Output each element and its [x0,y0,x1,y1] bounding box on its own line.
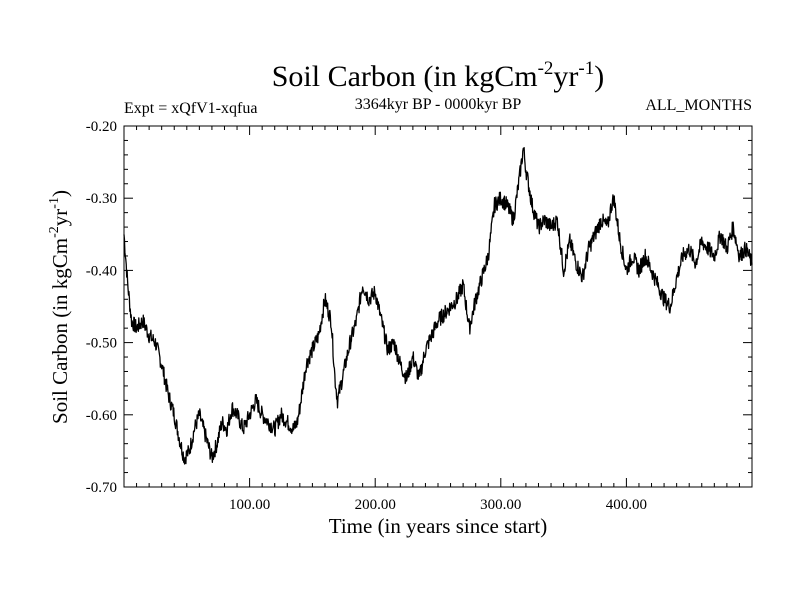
months-label: ALL_MONTHS [645,97,752,114]
x-tick-label: 400.00 [606,497,647,513]
x-tick-label: 300.00 [480,497,521,513]
x-tick-label: 100.00 [229,497,270,513]
y-tick-label: -0.30 [86,191,117,207]
experiment-label: Expt = xQfV1-xqfua [124,100,257,117]
y-tick-label: -0.50 [86,336,117,352]
x-tick-label: 200.00 [355,497,396,513]
x-axis-label: Time (in years since start) [329,514,548,538]
series-line [123,147,753,465]
series-layer [123,147,753,465]
y-tick-label: -0.60 [86,408,117,424]
y-tick-label: -0.70 [86,480,117,496]
time-range-label: 3364kyr BP - 0000kyr BP [355,96,522,113]
x-axis: 100.00 200.00 300.00 400.00 [123,126,753,513]
y-tick-label: -0.20 [86,119,117,135]
y-axis-label: Soil Carbon (in kgCm-2yr-1) [47,190,72,424]
y-axis: -0.70 -0.60 -0.50 -0.40 -0.30 -0.20 [86,119,752,496]
y-tick-label: -0.40 [86,263,117,279]
chart-title: Soil Carbon (in kgCm-2yr-1) [272,58,605,93]
